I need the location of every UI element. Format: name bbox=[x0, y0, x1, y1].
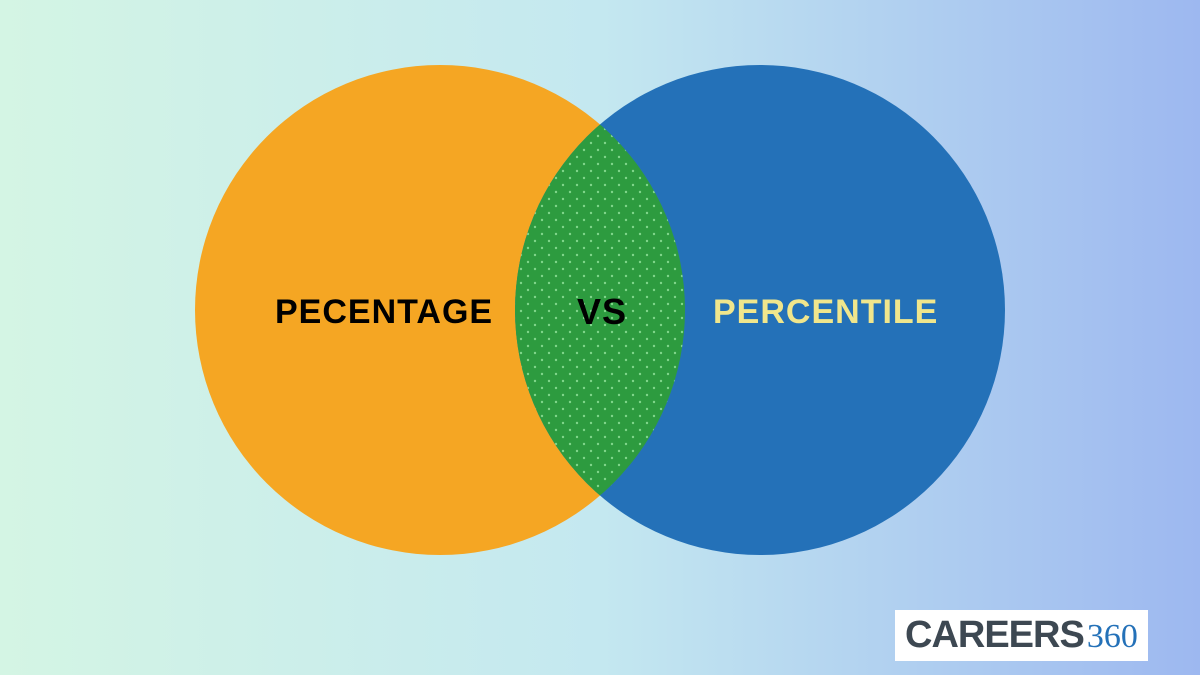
label-vs: VS bbox=[577, 291, 627, 333]
label-percentage: Pecentage bbox=[275, 293, 493, 332]
logo-careers360: CAREERS 360 bbox=[895, 610, 1148, 661]
label-percentile: Percentile bbox=[713, 293, 938, 332]
logo-number: 360 bbox=[1087, 618, 1138, 656]
logo-text: CAREERS bbox=[905, 614, 1084, 657]
venn-diagram bbox=[0, 0, 1200, 675]
